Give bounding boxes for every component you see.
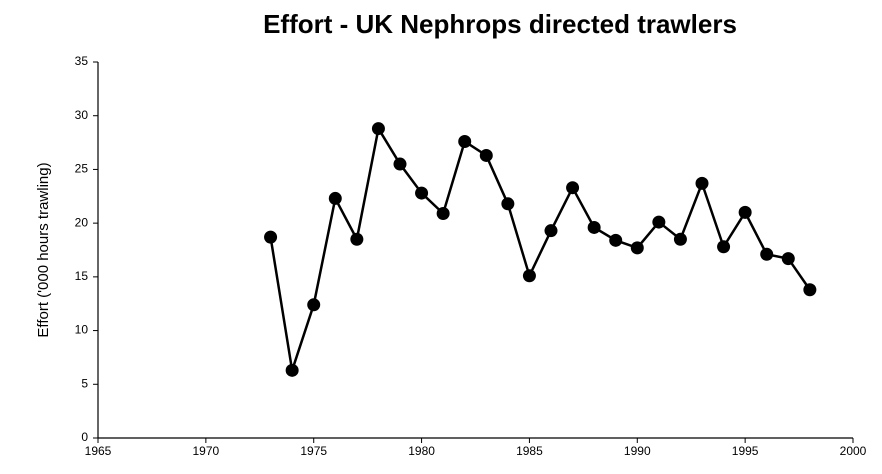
marker [371,122,385,136]
marker [673,232,687,246]
marker [415,186,429,200]
marker [307,298,321,312]
marker [264,230,278,244]
y-tick-label: 15 [75,269,89,283]
x-tick-label: 1990 [624,444,651,458]
marker [458,134,472,148]
marker [652,215,666,229]
y-axis-label: Effort ('000 hours trawling) [35,162,52,337]
marker [544,224,558,238]
marker [393,157,407,171]
marker [436,206,450,220]
marker [566,181,580,195]
y-tick-label: 30 [75,108,89,122]
marker [781,252,795,266]
marker [522,269,536,283]
y-tick-label: 35 [75,54,89,68]
marker [738,205,752,219]
line [269,125,811,371]
marker [717,240,731,254]
marker [803,283,817,297]
marker [479,148,493,162]
marker [285,363,299,377]
marker [760,247,774,261]
marker [328,191,342,205]
marker [350,232,364,246]
marker [630,241,644,255]
y-tick-label: 5 [81,376,88,390]
y-tick-label: 20 [75,215,89,229]
x-tick-label: 2000 [840,444,867,458]
x-tick-label: 1985 [516,444,543,458]
marker [587,220,601,234]
chart-title: Effort - UK Nephrops directed trawlers [263,9,737,39]
x-tick-label: 1975 [300,444,327,458]
x-tick-label: 1980 [408,444,435,458]
x-tick-label: 1965 [85,444,112,458]
marker [501,197,515,211]
y-tick-label: 10 [75,323,89,337]
marker [695,176,709,190]
marker [609,233,623,247]
y-tick-label: 25 [75,162,89,176]
y-tick-label: 0 [81,430,88,444]
x-tick-label: 1970 [193,444,220,458]
x-tick-label: 1995 [732,444,759,458]
